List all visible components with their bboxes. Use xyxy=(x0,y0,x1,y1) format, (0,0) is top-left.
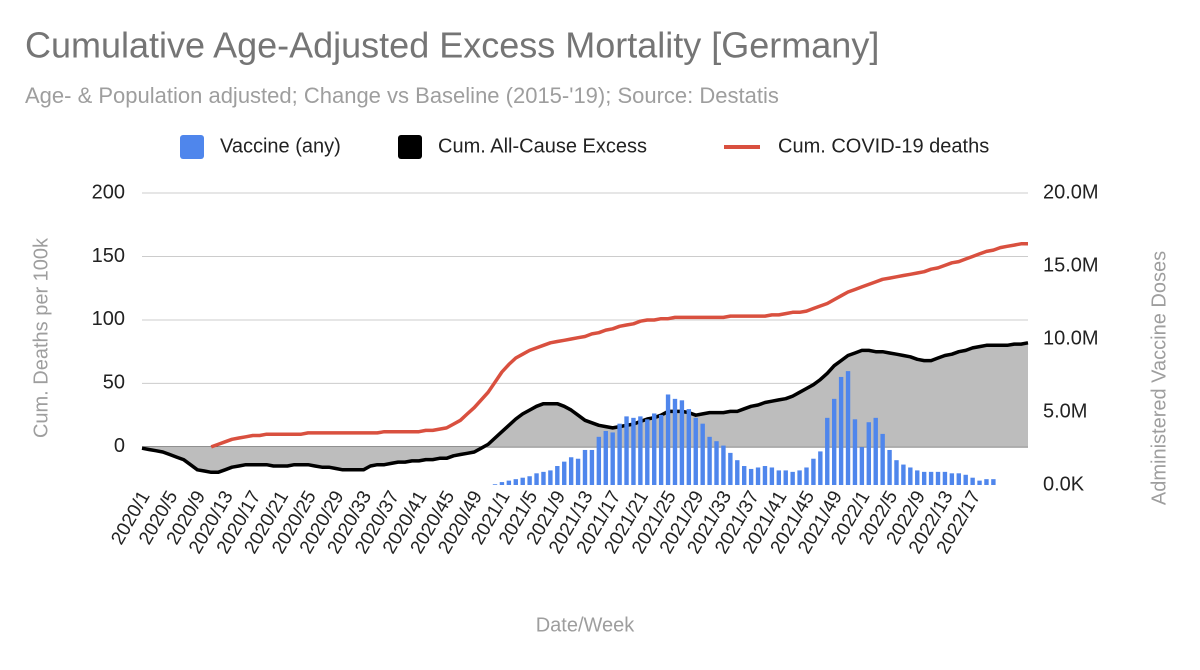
bar xyxy=(921,471,927,485)
bar xyxy=(548,470,553,485)
bar xyxy=(873,417,878,485)
bar xyxy=(956,473,961,485)
bar xyxy=(776,470,782,485)
bar xyxy=(520,477,525,485)
bar xyxy=(818,451,823,485)
y-axis-title: Cum. Deaths per 100k xyxy=(30,237,52,438)
bar xyxy=(665,394,671,485)
x-axis-title: Date/Week xyxy=(536,614,636,636)
y-tick-label: 0 xyxy=(114,435,125,457)
bar xyxy=(693,417,698,485)
y-tick-label: 50 xyxy=(103,372,125,394)
y2-tick-label: 15.0M xyxy=(1043,254,1099,276)
bar xyxy=(645,419,650,485)
bar xyxy=(534,473,539,485)
legend-label: Cum. COVID-19 deaths xyxy=(778,135,989,157)
bar xyxy=(499,482,505,485)
bar xyxy=(658,414,664,485)
y2-axis-title: Administered Vaccine Doses xyxy=(1148,251,1170,505)
y2-tick-label: 5.0M xyxy=(1043,400,1087,422)
bar xyxy=(638,416,643,485)
legend-label: Cum. All-Cause Excess xyxy=(438,135,647,157)
bar xyxy=(707,436,712,485)
chart-title: Cumulative Age-Adjusted Excess Mortality… xyxy=(25,25,879,66)
bar xyxy=(928,471,934,485)
y2-tick-label: 10.0M xyxy=(1043,327,1099,349)
bar xyxy=(721,445,726,485)
bar xyxy=(935,471,941,485)
bar xyxy=(783,470,788,485)
bar xyxy=(582,449,588,485)
bar xyxy=(568,457,574,485)
chart-subtitle: Age- & Population adjusted; Change vs Ba… xyxy=(25,83,779,108)
bar xyxy=(970,477,975,485)
legend-label: Vaccine (any) xyxy=(220,135,341,157)
bar xyxy=(880,433,885,485)
bar xyxy=(915,470,920,485)
bar xyxy=(617,423,622,485)
bar xyxy=(541,471,546,485)
bar xyxy=(769,467,775,485)
bar xyxy=(506,480,512,485)
bar xyxy=(728,452,733,485)
bar xyxy=(631,417,636,485)
bar xyxy=(838,376,844,485)
bar xyxy=(831,398,837,485)
bar xyxy=(700,423,705,485)
legend-key xyxy=(398,135,422,159)
bar xyxy=(652,413,657,485)
bar xyxy=(562,461,567,485)
bar xyxy=(984,479,989,485)
bar xyxy=(942,471,948,485)
bar xyxy=(624,416,629,485)
bar xyxy=(610,432,615,485)
bar xyxy=(797,470,802,485)
bar xyxy=(492,484,498,485)
bar xyxy=(575,458,581,485)
bar xyxy=(991,479,996,485)
bar xyxy=(804,467,809,485)
bar xyxy=(811,458,816,485)
bar xyxy=(672,398,678,485)
bar xyxy=(949,473,955,485)
y2-tick-label: 0.0K xyxy=(1043,473,1085,495)
area-line xyxy=(141,341,1029,475)
bar xyxy=(755,467,761,485)
bar xyxy=(748,468,754,485)
legend-key xyxy=(180,135,204,159)
bar xyxy=(852,419,858,485)
line xyxy=(210,242,1028,449)
bar xyxy=(866,422,871,485)
bar xyxy=(790,471,795,485)
bar xyxy=(513,479,518,485)
area-fill xyxy=(142,342,1028,473)
bar xyxy=(686,409,692,485)
bar xyxy=(596,436,602,485)
bar xyxy=(859,447,865,485)
bar xyxy=(894,460,899,485)
bar xyxy=(679,400,685,485)
bar xyxy=(901,464,906,485)
bar xyxy=(977,480,982,485)
bar xyxy=(527,476,532,485)
y-tick-label: 200 xyxy=(92,181,125,203)
bar xyxy=(589,449,595,485)
bar xyxy=(762,466,768,485)
bar xyxy=(825,417,830,485)
bar xyxy=(714,441,719,485)
y-tick-label: 100 xyxy=(92,308,125,330)
bar xyxy=(735,460,740,485)
y2-tick-label: 20.0M xyxy=(1043,181,1099,203)
bar xyxy=(742,466,747,485)
bar xyxy=(845,371,851,485)
bar xyxy=(963,474,968,485)
bar xyxy=(908,467,913,485)
bar xyxy=(555,466,560,485)
y-tick-label: 150 xyxy=(92,245,125,267)
bar xyxy=(603,430,608,485)
bar xyxy=(887,449,892,485)
